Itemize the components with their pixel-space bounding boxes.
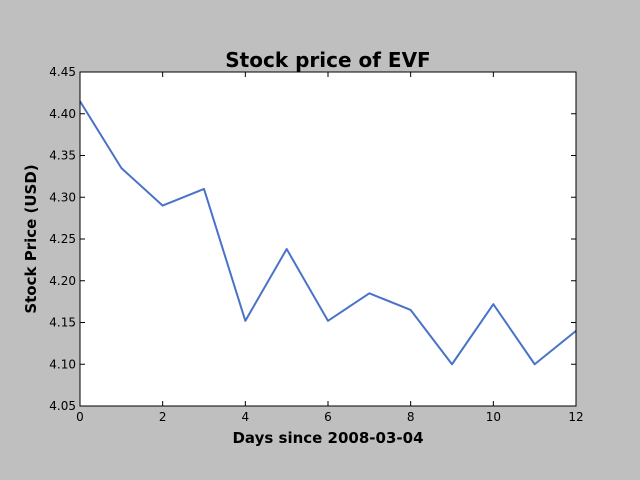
chart-marks: 0 2 4 6 8 10 12 4.05 4.10 4.15 4.20 4.25 4.30 4.35 4.4… bbox=[49, 65, 583, 424]
x-tick-label: 4 bbox=[242, 410, 250, 424]
x-tick-label: 10 bbox=[486, 410, 501, 424]
y-tick-label: 4.45 bbox=[49, 65, 76, 79]
y-tick-label: 4.05 bbox=[49, 399, 76, 413]
x-tick-label: 12 bbox=[568, 410, 583, 424]
y-tick-label: 4.20 bbox=[49, 274, 76, 288]
y-tick-label: 4.15 bbox=[49, 316, 76, 330]
y-tick-label: 4.10 bbox=[49, 357, 76, 371]
x-axis-label: Days since 2008-03-04 bbox=[232, 429, 423, 447]
plot-area bbox=[80, 72, 576, 406]
y-tick-label: 4.25 bbox=[49, 232, 76, 246]
y-axis-label: Stock Price (USD) bbox=[22, 164, 40, 313]
y-tick-label: 4.30 bbox=[49, 190, 76, 204]
x-tick-label: 0 bbox=[76, 410, 84, 424]
y-tick-label: 4.40 bbox=[49, 107, 76, 121]
chart-title: Stock price of EVF bbox=[225, 48, 430, 72]
y-tick-label: 4.35 bbox=[49, 149, 76, 163]
x-tick-label: 6 bbox=[324, 410, 332, 424]
x-tick-label: 8 bbox=[407, 410, 415, 424]
series-line bbox=[79, 100, 577, 366]
plot-frame bbox=[79, 71, 577, 407]
x-tick-label: 2 bbox=[159, 410, 167, 424]
